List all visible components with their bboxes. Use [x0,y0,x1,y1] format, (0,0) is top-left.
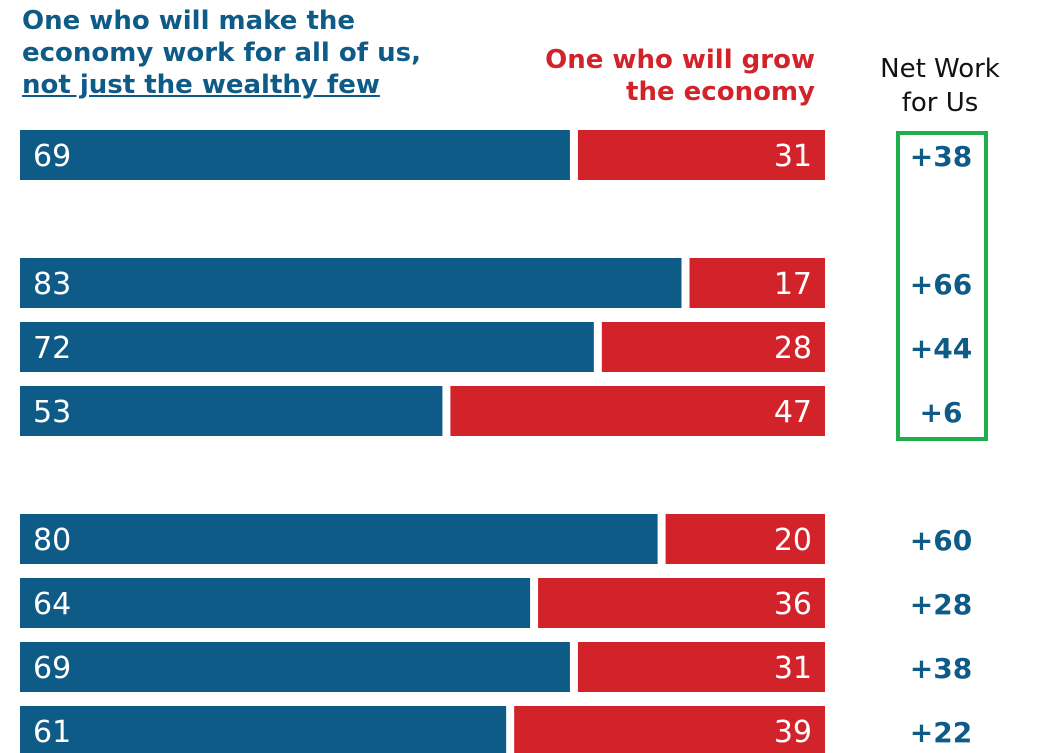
net-label-line-1: Net Work [880,54,1000,84]
work-bar [20,322,594,372]
grow-bar [689,258,825,308]
work-value-label: 83 [33,267,71,302]
grow-bar [601,322,825,372]
work-value-label: 72 [33,331,71,366]
grow-bar [577,130,825,180]
grow-value-label: 17 [774,267,812,302]
grow-value-label: 28 [774,331,812,366]
grow-bar [514,706,825,753]
work-bar [20,130,570,180]
grow-label-line-1: One who will grow [545,45,815,75]
grow-label-line-2: the economy [626,77,815,107]
work-bar [20,514,658,564]
grow-bar [538,578,825,628]
net-value-label: +28 [910,588,972,621]
grow-value-label: 31 [774,139,812,174]
net-column-header: Net Work for Us [855,52,1025,120]
work-bar [20,642,570,692]
grow-value-label: 36 [774,587,812,622]
work-label-line-3: not just the wealthy few [22,70,380,100]
work-bar [20,706,507,753]
grow-economy-legend-label: One who will grow the economy [545,44,815,108]
grow-value-label: 31 [774,651,812,686]
work-value-label: 69 [33,139,71,174]
net-label-line-2: for Us [901,88,979,118]
net-value-label: +60 [910,524,972,557]
work-value-label: 80 [33,523,71,558]
net-value-label: +44 [910,332,972,365]
work-label-line-1: One who will make the [22,6,356,36]
work-for-all-legend-label: One who will make the economy work for a… [22,5,421,101]
grow-bar [665,514,825,564]
highlight-box [896,131,988,441]
work-value-label: 69 [33,651,71,686]
work-value-label: 53 [33,395,71,430]
net-value-label: +66 [910,268,972,301]
work-bar [20,258,682,308]
work-bar [20,578,531,628]
work-label-line-2: economy work for all of us, [22,38,421,68]
work-bar [20,386,443,436]
grow-value-label: 39 [774,715,812,750]
net-value-label: +38 [910,140,972,173]
grow-value-label: 47 [774,395,812,430]
grow-bar [577,642,825,692]
work-value-label: 64 [33,587,71,622]
net-value-label: +6 [920,396,963,429]
net-value-label: +38 [910,652,972,685]
grow-value-label: 20 [774,523,812,558]
net-value-label: +22 [910,716,972,749]
grow-bar [450,386,825,436]
work-value-label: 61 [33,715,71,750]
